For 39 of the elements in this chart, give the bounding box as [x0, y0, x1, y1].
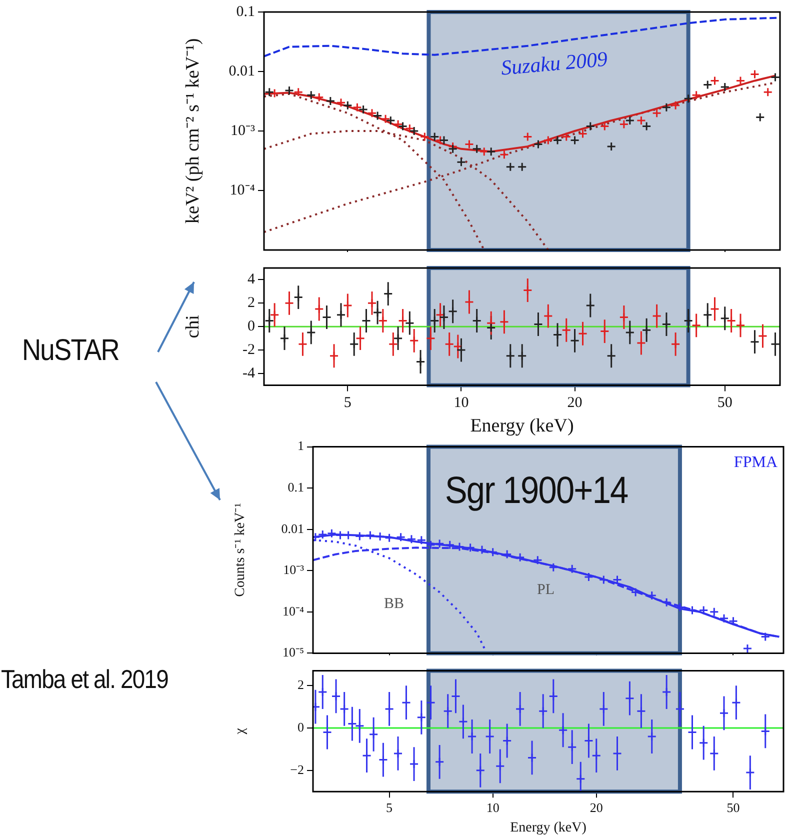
y-tick-label: 10⁻⁴	[282, 603, 304, 618]
y-tick-label: 10⁻⁵	[282, 644, 304, 660]
y-tick-label: 2	[248, 295, 255, 312]
text: NuSTAR	[22, 334, 119, 368]
y-tick-label: 10⁻⁴	[230, 182, 255, 198]
x-tick-label: 10	[454, 395, 469, 412]
y-tick-label: -4	[242, 365, 256, 382]
text: Tamba et al. 2019	[1, 664, 168, 695]
x-axis-title: Energy (keV)	[510, 820, 587, 836]
y-tick-label: 0.1	[288, 480, 304, 494]
y-tick-label: 0.1	[236, 4, 255, 20]
x-tick-label: 20	[590, 800, 603, 815]
y-tick-label: 0.01	[281, 520, 304, 536]
x-tick-label: 5	[386, 800, 393, 815]
y-axis-title: keV² (ph cm⁻² s⁻¹ keV⁻¹)	[182, 38, 204, 224]
y-axis-title: χ	[233, 727, 248, 736]
y-tick-label: 0	[298, 719, 304, 734]
annotation: BB	[384, 596, 404, 613]
y-tick-label: -2	[242, 342, 255, 358]
x-tick-label: 20	[567, 395, 582, 412]
annotation: Sgr 1900+14	[445, 470, 628, 513]
x-tick-label: 10	[486, 800, 500, 815]
y-tick-label: 1	[298, 438, 304, 454]
y-tick-label: 0.01	[228, 63, 255, 80]
annotation: PL	[537, 582, 555, 599]
y-tick-label: 10⁻³	[230, 122, 256, 139]
x-tick-label: 50	[726, 800, 740, 815]
y-tick-label: 2	[298, 677, 304, 692]
y-axis-title: Counts s⁻¹ keV⁻¹	[233, 503, 248, 597]
y-tick-label: 10⁻³	[283, 562, 304, 578]
y-tick-label: 0	[248, 318, 255, 335]
x-tick-label: 50	[717, 395, 732, 412]
x-axis-title: Energy (keV)	[470, 416, 574, 437]
y-tick-label: 4	[248, 272, 256, 288]
annotation: Suzaku 2009	[500, 46, 609, 81]
x-tick-label: 5	[344, 395, 352, 412]
y-axis-title: chi	[182, 314, 204, 338]
annotation: FPMA	[734, 454, 778, 472]
y-tick-label: −2	[290, 762, 304, 777]
